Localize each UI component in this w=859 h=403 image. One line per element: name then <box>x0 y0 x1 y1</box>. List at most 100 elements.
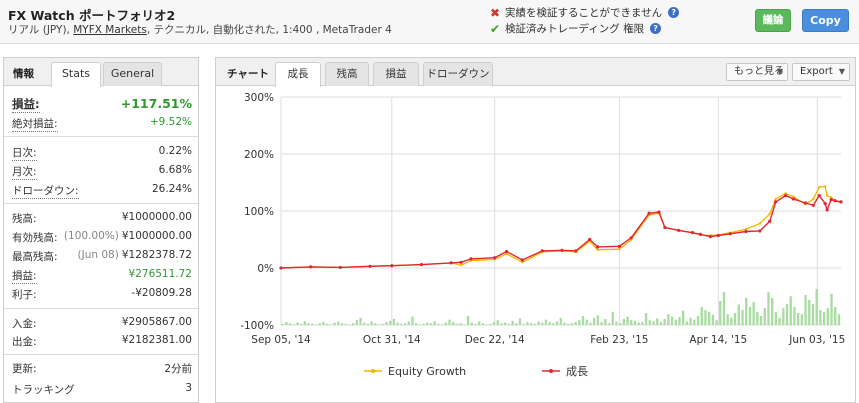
activity-bar <box>504 322 507 325</box>
tab-growth[interactable]: 成長 <box>275 62 321 87</box>
activity-bar <box>285 322 288 325</box>
x-tick-label: Apr 14, '15 <box>689 334 747 346</box>
monthly-label: 月次: <box>12 166 37 180</box>
activity-bar <box>522 323 525 325</box>
activity-bar <box>396 322 399 325</box>
series-point <box>817 194 821 198</box>
activity-bar <box>767 292 770 325</box>
activity-bar <box>563 322 566 325</box>
activity-bar <box>678 317 681 325</box>
series-point <box>493 256 497 260</box>
activity-bar <box>552 323 555 325</box>
cross-icon: ✖ <box>489 5 501 20</box>
activity-bar <box>656 318 659 325</box>
equity-note: (100.00%) <box>63 230 119 242</box>
activity-bar <box>348 324 351 325</box>
copy-button[interactable]: Copy <box>802 9 849 32</box>
monthly-value: 6.68% <box>158 164 192 176</box>
highest-label: 最高残高: <box>12 251 58 263</box>
series-point <box>596 245 600 249</box>
updated-label: 更新: <box>12 363 37 375</box>
activity-bar <box>652 321 655 325</box>
tracking-label: トラッキング <box>12 384 75 396</box>
y-tick-label: 200% <box>244 149 274 161</box>
info-panel: 情報 Stats General 損益: +117.51% 絶対損益: +9.5… <box>3 57 199 403</box>
chevron-down-icon: ▼ <box>838 67 845 76</box>
series-point <box>690 231 695 235</box>
activity-bar <box>796 313 800 325</box>
balance-label: 残高: <box>12 213 37 225</box>
help-icon[interactable]: ? <box>668 7 680 18</box>
series-point <box>647 211 651 215</box>
series-point <box>728 232 732 236</box>
activity-bar <box>377 324 381 325</box>
deposits-label: 入金: <box>12 318 37 330</box>
activity-bar <box>300 323 303 325</box>
activity-bar <box>281 323 284 325</box>
help-icon[interactable]: ? <box>650 23 662 34</box>
series-point <box>449 261 453 265</box>
broker-link[interactable]: MYFX Markets <box>73 24 147 36</box>
info-panel-label: 情報 <box>13 68 34 80</box>
chart-panel-label: チャート <box>227 68 269 80</box>
activity-bar <box>452 322 455 325</box>
activity-bar <box>489 323 492 325</box>
series-point <box>309 265 313 269</box>
activity-bar <box>700 307 703 325</box>
series-point <box>833 199 837 203</box>
tab-profit[interactable]: 損益 <box>373 62 419 86</box>
drawdown-value: 26.24% <box>151 183 192 195</box>
legend-label: 成長 <box>566 365 588 378</box>
tab-general[interactable]: General <box>103 62 162 86</box>
export-label: Export <box>800 66 833 77</box>
activity-bar <box>548 322 551 325</box>
activity-bar <box>737 304 740 325</box>
series-point <box>791 197 796 201</box>
more-dropdown[interactable]: もっと見る ▼ <box>726 63 788 81</box>
series-point <box>708 235 712 239</box>
activity-bar <box>822 311 826 325</box>
export-dropdown[interactable]: Export ▼ <box>792 63 850 81</box>
series-point <box>505 252 508 255</box>
activity-bar <box>366 323 370 325</box>
activity-bar <box>622 319 626 325</box>
series-point <box>338 265 342 270</box>
activity-bar <box>644 313 648 325</box>
activity-bar <box>663 319 666 325</box>
drawdown-label: ドローダウン: <box>12 185 79 199</box>
activity-bar <box>307 323 310 325</box>
activity-bar <box>470 322 473 325</box>
page-header: FX Watch ポートフォリオ2 リアル (JPY), MYFX Market… <box>0 0 859 44</box>
daily-value: 0.22% <box>158 145 192 157</box>
activity-bar <box>581 316 585 325</box>
activity-bar <box>815 289 818 325</box>
check-icon: ✔ <box>489 21 501 36</box>
activity-bar <box>363 322 366 325</box>
interest-row: 利子: -¥20809.28 <box>12 287 192 301</box>
y-tick-label: 100% <box>244 206 274 218</box>
activity-bar <box>719 301 722 325</box>
series-point <box>823 185 827 188</box>
withdrawals-label: 出金: <box>12 336 37 348</box>
activity-bar <box>626 316 629 325</box>
account-type: リアル (JPY), <box>8 24 70 36</box>
discuss-button[interactable]: 議論 <box>755 9 791 32</box>
activity-bar <box>637 322 640 325</box>
activity-bar <box>511 320 514 325</box>
tab-stats[interactable]: Stats <box>51 62 101 87</box>
tab-drawdown[interactable]: ドローダウン <box>423 62 493 86</box>
activity-bar <box>311 323 314 325</box>
series-point <box>758 229 762 233</box>
activity-bar <box>585 319 588 325</box>
withdrawals-row: 出金: ¥2182381.00 <box>12 334 192 348</box>
activity-bar <box>630 320 633 325</box>
activity-bar <box>314 324 318 325</box>
series-line <box>280 194 842 269</box>
growth-chart: 300% 200% 100% 0% -100% Sep 05, '14 Oct 31, '1… <box>240 92 845 378</box>
activity-bar <box>422 323 425 325</box>
activity-bar <box>589 322 592 325</box>
series-point <box>768 219 772 223</box>
tab-balance[interactable]: 残高 <box>325 62 369 86</box>
tracking-row: トラッキング 3 <box>12 382 192 396</box>
chart-tabs: チャート 成長 残高 損益 ドローダウン もっと見る ▼ Export ▼ <box>216 58 855 87</box>
